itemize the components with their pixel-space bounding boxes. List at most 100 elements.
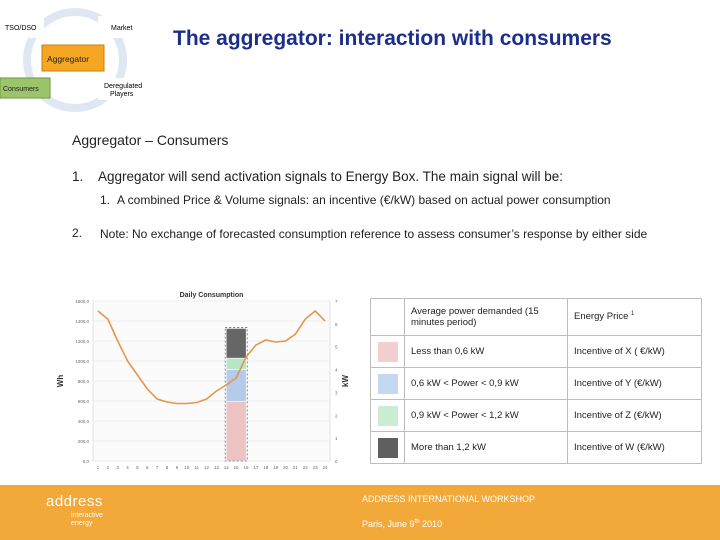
highlight-frame [224, 327, 248, 462]
consumers-node [0, 77, 51, 99]
consumption-line [97, 309, 326, 405]
y-right-tick-label: 5 [335, 345, 338, 350]
header-power-cell: Average power demanded (15 minutes perio… [404, 298, 568, 336]
footer-bar [0, 485, 720, 540]
logo-tagline-line2: energy [71, 520, 93, 527]
chart-title: Daily Consumption [180, 292, 244, 299]
workshop-place-date: Paris, June 9th 2010 [362, 519, 442, 529]
x-tick-label: 8 [166, 465, 169, 470]
logo-wordmark: address [46, 493, 103, 510]
aggregator-label: Aggregator [47, 54, 89, 64]
table-row: More than 1,2 kW Incentive of W (€/kW) [370, 431, 702, 464]
x-tick-label: 7 [156, 465, 159, 470]
x-tick-label: 21 [293, 465, 299, 470]
workshop-name: ADDRESS INTERNATIONAL WORKSHOP [362, 494, 536, 504]
deregulated-label-line2: Players [110, 91, 134, 98]
highlight-segment [225, 401, 247, 462]
swatch-cell [370, 367, 405, 400]
list-item-2-number: 2. [72, 226, 83, 240]
tso-dso-node [0, 16, 44, 38]
aggregator-context-diagram: TSO/DSO Market Aggregator Consumers Dere… [0, 8, 148, 112]
x-tick-label: 24 [323, 465, 329, 470]
x-tick-label: 18 [263, 465, 269, 470]
list-item-1-text: Aggregator will send activation signals … [98, 169, 563, 184]
y-right-tick-label: 2 [335, 413, 338, 418]
y-left-tick-label: 1200,0 [75, 339, 89, 344]
list-item-1: 1. Aggregator will send activation signal… [72, 169, 692, 184]
tso-dso-label: TSO/DSO [5, 25, 37, 32]
sub-item-1: 1. A combined Price & Volume signals: an … [100, 192, 686, 209]
y-right-tick-label: 7 [335, 299, 338, 304]
price-cell: Incentive of Y (€/kW) [567, 367, 702, 400]
y-left-tick-label: 1600,0 [75, 299, 89, 304]
color-swatch [377, 373, 398, 394]
place-suffix: 2010 [419, 519, 443, 529]
x-tick-label: 9 [176, 465, 179, 470]
header-swatch-cell [370, 298, 405, 336]
table-header-row: Average power demanded (15 minutes perio… [370, 298, 702, 336]
swatch-cell [370, 335, 405, 368]
diagram-ring [23, 8, 127, 112]
sub-item-1-text: A combined Price & Volume signals: an in… [117, 193, 611, 207]
list-item-2-text: Note: No exchange of forecasted consumpt… [100, 227, 648, 241]
x-tick-label: 4 [126, 465, 129, 470]
x-tick-label: 12 [204, 465, 210, 470]
highlight-segment [225, 328, 247, 359]
x-tick-label: 20 [283, 465, 289, 470]
header-price-footnote: 1 [631, 311, 635, 318]
x-tick-label: 15 [234, 465, 240, 470]
slide-title: The aggregator: interaction with consume… [173, 27, 612, 50]
table-row: 0,6 kW < Power < 0,9 kW Incentive of Y (… [370, 367, 702, 400]
x-tick-label: 2 [107, 465, 110, 470]
daily-consumption-chart: Daily Consumption1600,01400,01200,01000,… [56, 292, 350, 470]
header-price-label: Energy Price [574, 311, 629, 323]
color-swatch [377, 341, 398, 362]
x-tick-label: 13 [214, 465, 220, 470]
price-cell: Incentive of Z (€/kW) [567, 399, 702, 432]
y-right-axis-label: kW [341, 375, 350, 387]
y-right-tick-label: 1 [335, 436, 338, 441]
x-tick-label: 17 [253, 465, 259, 470]
y-right-tick-label: 6 [335, 322, 338, 327]
sub-item-1-number: 1. [100, 193, 111, 207]
price-cell: Incentive of W (€/kW) [567, 431, 702, 464]
logo-tagline-line1: interactive [71, 512, 103, 519]
consumers-label: Consumers [3, 86, 39, 93]
x-tick-label: 16 [244, 465, 250, 470]
x-tick-label: 14 [224, 465, 230, 470]
swatch-cell [370, 399, 405, 432]
y-left-tick-label: 400,0 [78, 419, 90, 424]
table-row: Less than 0,6 kW Incentive of X ( €/kW) [370, 335, 702, 368]
power-range-cell: More than 1,2 kW [404, 431, 568, 464]
x-tick-label: 23 [313, 465, 319, 470]
table-row: 0,9 kW < Power < 1,2 kW Incentive of Z (… [370, 399, 702, 432]
x-tick-label: 5 [136, 465, 139, 470]
price-cell: Incentive of X ( €/kW) [567, 335, 702, 368]
logo-tagline: interactive energy [71, 512, 103, 528]
x-tick-label: 22 [303, 465, 309, 470]
swatch-cell [370, 431, 405, 464]
market-label: Market [111, 25, 132, 32]
place-prefix: Paris, June 9 [362, 519, 415, 529]
section-heading: Aggregator – Consumers [72, 132, 229, 148]
power-range-cell: 0,6 kW < Power < 0,9 kW [404, 367, 568, 400]
list-item-1-number: 1. [72, 169, 84, 184]
x-tick-label: 11 [194, 465, 199, 470]
x-tick-label: 19 [273, 465, 279, 470]
y-left-tick-label: 800,0 [78, 379, 90, 384]
y-left-tick-label: 1400,0 [75, 319, 89, 324]
color-swatch [377, 437, 398, 458]
y-left-tick-label: 200,0 [78, 439, 90, 444]
deregulated-node [98, 78, 148, 100]
place-sup: th [414, 519, 420, 525]
power-range-cell: 0,9 kW < Power < 1,2 kW [404, 399, 568, 432]
price-table: Average power demanded (15 minutes perio… [370, 298, 702, 464]
aggregator-node [41, 44, 105, 72]
header-price-cell: Energy Price 1 [567, 298, 702, 336]
y-right-tick-label: 0 [335, 459, 338, 464]
deregulated-label-line1: Deregulated [104, 83, 142, 90]
highlight-segment [225, 369, 247, 402]
y-left-axis-label: Wh [56, 375, 65, 388]
x-tick-label: 1 [97, 465, 100, 470]
y-right-tick-label: 3 [335, 390, 338, 395]
